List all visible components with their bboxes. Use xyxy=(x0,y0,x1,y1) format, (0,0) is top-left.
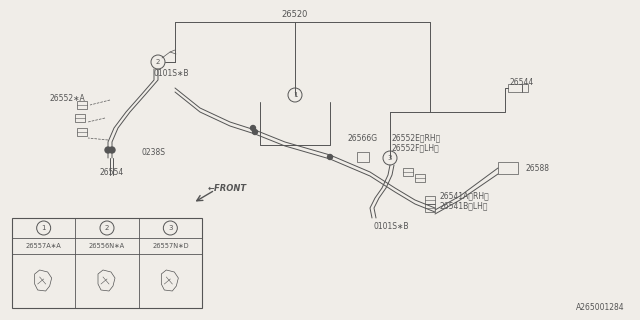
Text: 26557N∗D: 26557N∗D xyxy=(152,243,189,249)
Bar xyxy=(425,204,435,212)
Text: 26557A∗A: 26557A∗A xyxy=(26,243,61,249)
Text: 3: 3 xyxy=(168,225,173,231)
Text: 26520: 26520 xyxy=(282,10,308,19)
Text: 26544: 26544 xyxy=(510,77,534,86)
Bar xyxy=(425,196,435,204)
Bar xyxy=(12,218,202,308)
Circle shape xyxy=(250,125,255,131)
Text: 2: 2 xyxy=(105,225,109,231)
Text: 0238S: 0238S xyxy=(142,148,166,156)
Text: 26552E〈RH〉: 26552E〈RH〉 xyxy=(392,133,441,142)
Text: 2: 2 xyxy=(156,59,160,65)
Bar xyxy=(357,152,369,162)
Text: 26552∗A: 26552∗A xyxy=(50,93,86,102)
Text: 26588: 26588 xyxy=(526,164,550,172)
Circle shape xyxy=(109,147,115,153)
Text: 3: 3 xyxy=(388,155,392,161)
Text: 1: 1 xyxy=(292,92,297,98)
Text: 26541A〈RH〉: 26541A〈RH〉 xyxy=(440,191,490,201)
Text: 0101S∗B: 0101S∗B xyxy=(373,221,408,230)
Bar xyxy=(522,84,528,92)
Bar xyxy=(77,101,87,109)
Text: ←FRONT: ←FRONT xyxy=(208,183,247,193)
Text: 26541B〈LH〉: 26541B〈LH〉 xyxy=(440,202,488,211)
Bar xyxy=(508,84,522,92)
Text: 26566G: 26566G xyxy=(347,133,377,142)
Bar xyxy=(97,270,117,292)
Bar xyxy=(415,174,425,182)
Bar xyxy=(75,114,85,122)
Bar xyxy=(77,128,87,136)
Text: 26556N∗A: 26556N∗A xyxy=(89,243,125,249)
Bar xyxy=(498,162,518,174)
Circle shape xyxy=(105,147,111,153)
Bar xyxy=(403,168,413,176)
Circle shape xyxy=(328,155,333,159)
Text: 0101S∗B: 0101S∗B xyxy=(153,68,189,77)
Text: 1: 1 xyxy=(42,225,46,231)
Bar xyxy=(34,270,54,292)
Text: A265001284: A265001284 xyxy=(577,303,625,312)
Circle shape xyxy=(253,130,257,134)
Text: 26554: 26554 xyxy=(100,167,124,177)
Bar xyxy=(161,270,180,292)
Text: 26552F〈LH〉: 26552F〈LH〉 xyxy=(392,143,440,153)
